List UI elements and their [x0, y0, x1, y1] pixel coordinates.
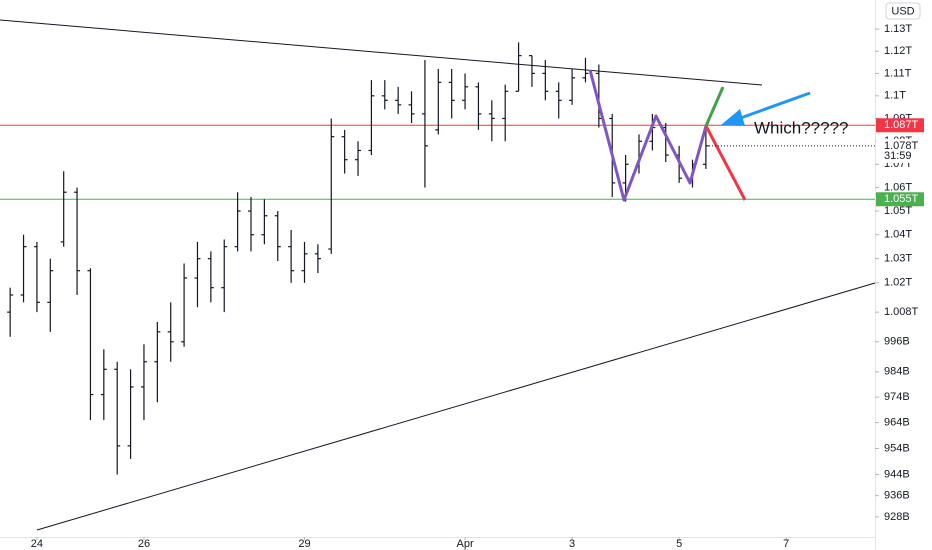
x-tick-label: 7 [783, 538, 789, 550]
y-tick-label: 996B [884, 336, 910, 348]
y-tick-label: 1.06T [884, 181, 912, 193]
y-tick-label: 1.11T [884, 67, 912, 79]
annotation: Which????? [754, 118, 849, 137]
y-tick-label: 1.12T [884, 45, 912, 57]
x-tick-label: 3 [569, 538, 575, 550]
currency-box[interactable] [885, 2, 921, 20]
x-tick-label: 29 [298, 538, 310, 550]
y-tick-label: 954B [884, 442, 910, 454]
y-tick-label: 928B [884, 511, 910, 523]
y-tick-label: 1.04T [884, 229, 912, 241]
trend-line [0, 19, 763, 86]
countdown-label: 31:59 [884, 150, 912, 162]
blue-arrow-shaft [734, 91, 811, 122]
y-tick-label: 964B [884, 417, 910, 429]
y-tick-label: 1.03T [884, 253, 912, 265]
price-line-box [876, 118, 924, 133]
y-tick-label: 1.1T [884, 90, 906, 102]
y-tick-label: 974B [884, 391, 910, 403]
price-line-label: 1.055T [884, 193, 919, 205]
zigzag [588, 69, 708, 202]
x-tick-label: 5 [676, 538, 682, 550]
drawings [0, 19, 876, 531]
y-tick-label: 1.02T [884, 277, 912, 289]
trend-line [36, 282, 876, 531]
last-price-box [876, 138, 932, 163]
y-tick-label: 1.008T [884, 306, 919, 318]
price-line-box [876, 192, 924, 207]
y-tick-label: 936B [884, 490, 910, 502]
y-tick-label: 1.13T [884, 23, 912, 35]
bars [7, 42, 709, 475]
x-tick-label: Apr [456, 538, 473, 550]
x-tick-label: 26 [138, 538, 150, 550]
pattern-drawings [588, 69, 811, 202]
y-tick-label: 984B [884, 366, 910, 378]
y-tick-label: 1.05T [884, 205, 912, 217]
currency-label: USD [891, 5, 914, 17]
down-scenario [704, 125, 747, 201]
up-scenario [704, 86, 725, 127]
y-tick-label: 944B [884, 468, 910, 480]
last-price-label: 1.078T [884, 140, 919, 152]
blue-arrow-head [721, 109, 745, 126]
x-tick-label: 24 [31, 538, 43, 550]
price-line-label: 1.087T [884, 119, 919, 131]
